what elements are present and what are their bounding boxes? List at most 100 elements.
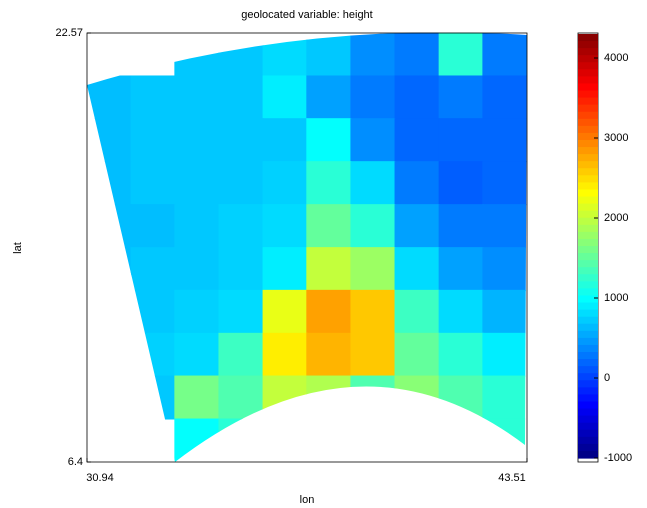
swath	[87, 33, 528, 463]
height-cell	[174, 33, 219, 77]
height-cell	[350, 75, 395, 119]
colorbar-slice	[578, 168, 598, 176]
colorbar-slice	[578, 295, 598, 303]
height-cell	[395, 333, 440, 377]
height-cell	[131, 204, 176, 248]
height-cell	[263, 419, 308, 463]
height-cell	[306, 419, 351, 463]
colorbar-slice	[578, 366, 598, 374]
height-cell	[482, 290, 527, 334]
height-cell	[263, 161, 308, 205]
height-cell	[439, 376, 484, 420]
x-tick-label: 43.51	[498, 472, 526, 484]
height-cell	[306, 204, 351, 248]
colorbar-slice	[578, 211, 598, 219]
colorbar-slice	[578, 182, 598, 190]
colorbar-slice	[578, 239, 598, 247]
colorbar-slice	[578, 225, 598, 233]
height-cell	[350, 376, 395, 420]
height-cell	[395, 33, 440, 77]
colorbar-slice	[578, 281, 598, 289]
colorbar-slice	[578, 401, 598, 409]
height-cell	[350, 204, 395, 248]
height-cell	[439, 419, 484, 463]
colorbar-slice	[578, 197, 598, 205]
height-cell	[87, 118, 132, 162]
height-cell	[439, 75, 484, 119]
height-cell	[87, 247, 132, 291]
colorbar-slice	[578, 76, 598, 84]
colorbar-slice	[578, 338, 598, 346]
chart-title: geolocated variable: height	[241, 9, 372, 21]
height-cell	[350, 247, 395, 291]
colorbar-tick-label: 2000	[604, 212, 628, 224]
colorbar-slice	[578, 147, 598, 155]
height-cell	[263, 290, 308, 334]
height-cell	[439, 161, 484, 205]
height-cell	[174, 118, 219, 162]
colorbar-slice	[578, 246, 598, 254]
height-cell	[263, 75, 308, 119]
colorbar-slice	[578, 451, 598, 459]
height-cell	[131, 376, 176, 420]
colorbar-slice	[578, 105, 598, 113]
height-cell	[174, 204, 219, 248]
colorbar-slice	[578, 331, 598, 339]
height-cell	[218, 204, 263, 248]
colorbar-tick-label: 0	[604, 372, 610, 384]
colorbar-slice	[578, 359, 598, 367]
colorbar-slice	[578, 310, 598, 318]
chart: geolocated variable: height lon lat 30.9…	[0, 0, 647, 508]
height-cell	[174, 376, 219, 420]
colorbar-slice	[578, 91, 598, 99]
height-cell	[439, 33, 484, 77]
height-cell	[395, 247, 440, 291]
height-cell	[306, 247, 351, 291]
height-cell	[350, 419, 395, 463]
colorbar-slice	[578, 189, 598, 197]
height-cell	[306, 75, 351, 119]
height-cell	[87, 204, 132, 248]
height-cell	[218, 118, 263, 162]
colorbar-slice	[578, 34, 598, 42]
height-cell	[395, 118, 440, 162]
y-tick-label: 22.57	[55, 27, 83, 39]
height-cell	[395, 75, 440, 119]
colorbar-slice	[578, 380, 598, 388]
colorbar-slice	[578, 204, 598, 212]
height-cell	[218, 333, 263, 377]
height-cell	[218, 247, 263, 291]
height-cell	[174, 419, 219, 463]
colorbar-slice	[578, 416, 598, 424]
height-cell	[395, 376, 440, 420]
colorbar-slice	[578, 444, 598, 452]
height-cell	[87, 290, 132, 334]
height-cell	[395, 419, 440, 463]
colorbar-slice	[578, 83, 598, 91]
colorbar-slice	[578, 62, 598, 70]
height-cell	[87, 161, 132, 205]
height-cell	[218, 290, 263, 334]
colorbar-slice	[578, 387, 598, 395]
height-cell	[131, 333, 176, 377]
colorbar-slice	[578, 409, 598, 417]
colorbar-slice	[578, 41, 598, 49]
y-tick-label: 6.4	[68, 456, 83, 468]
height-cell	[87, 333, 132, 377]
height-cell	[263, 33, 308, 77]
height-cell	[174, 333, 219, 377]
colorbar-slice	[578, 274, 598, 282]
height-cell	[350, 118, 395, 162]
colorbar-slice	[578, 119, 598, 127]
x-tick-label: 30.94	[86, 472, 114, 484]
colorbar-slice	[578, 161, 598, 169]
colorbar-slice	[578, 69, 598, 77]
height-cell	[306, 376, 351, 420]
height-cell	[263, 376, 308, 420]
x-axis-label: lon	[300, 494, 315, 506]
colorbar-tick-label: 1000	[604, 292, 628, 304]
height-cell	[306, 290, 351, 334]
colorbar-slice	[578, 373, 598, 381]
height-cell	[482, 419, 527, 463]
colorbar-slice	[578, 352, 598, 360]
